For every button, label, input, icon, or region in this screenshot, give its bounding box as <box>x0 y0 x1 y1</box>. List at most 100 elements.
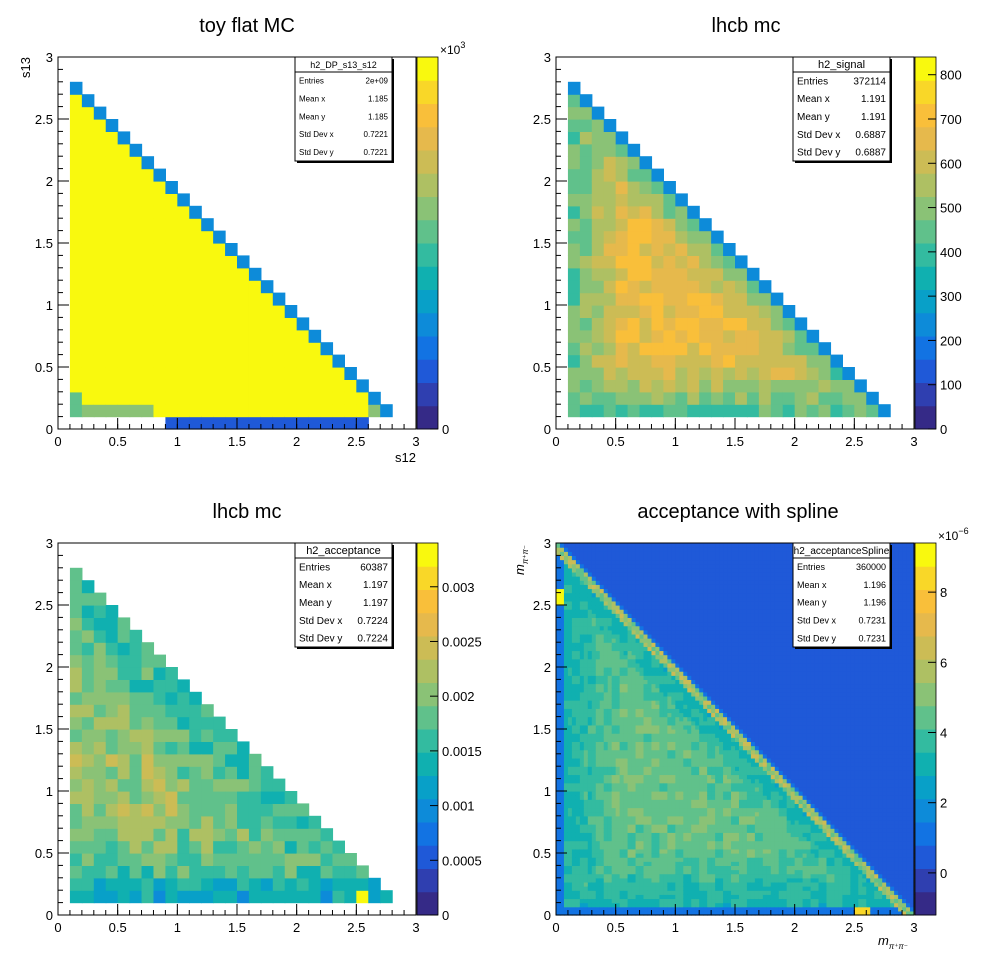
heatmap-cell <box>663 621 668 627</box>
heatmap-cell <box>667 543 672 548</box>
heatmap-cell <box>165 255 178 269</box>
heatmap-cell <box>237 379 250 393</box>
heatmap-cell <box>556 910 561 916</box>
heatmap-cell <box>687 592 692 598</box>
heatmap-cell <box>655 584 661 590</box>
heatmap-cell <box>567 902 573 908</box>
heatmap-cell <box>611 708 617 714</box>
heatmap-cell <box>117 865 131 879</box>
heatmap-cell <box>663 329 676 343</box>
heatmap-cell <box>567 667 573 672</box>
heatmap-cell <box>687 774 692 780</box>
heatmap-cell <box>659 853 664 858</box>
heatmap-cell <box>599 724 605 730</box>
heatmap-cell <box>627 555 633 561</box>
heatmap-cell <box>575 815 581 821</box>
heatmap-cell <box>683 906 688 912</box>
heatmap-cell <box>607 869 613 875</box>
heatmap-cell <box>647 894 653 900</box>
heatmap-cell <box>619 902 625 908</box>
heatmap-cell <box>619 712 625 718</box>
heatmap-cell <box>623 650 629 656</box>
heatmap-cell <box>699 873 704 879</box>
heatmap-cell <box>296 840 310 854</box>
heatmap-cell <box>260 865 274 879</box>
heatmap-cell <box>567 106 581 120</box>
heatmap-cell <box>177 791 190 804</box>
heatmap-cell <box>703 836 708 842</box>
heatmap-cell <box>587 894 593 900</box>
heatmap-cell <box>603 671 609 676</box>
heatmap-cell <box>591 749 597 755</box>
heatmap-cell <box>575 819 581 825</box>
heatmap-cell <box>81 729 95 742</box>
heatmap-cell <box>659 824 664 829</box>
heatmap-cell <box>639 243 653 256</box>
heatmap-cell <box>667 650 672 656</box>
heatmap-cell <box>583 803 589 809</box>
heatmap-cell <box>683 700 688 705</box>
heatmap-cell <box>611 646 617 652</box>
heatmap-cell <box>703 700 708 705</box>
heatmap-cell <box>81 704 95 718</box>
heatmap-cell <box>675 869 680 875</box>
heatmap-cell <box>563 819 569 825</box>
heatmap-cell <box>225 815 238 829</box>
heatmap-cell <box>699 836 704 842</box>
heatmap-cell <box>201 404 214 418</box>
heatmap-cell <box>619 720 625 726</box>
heatmap-cell <box>591 131 605 145</box>
heatmap-cell <box>556 708 561 714</box>
heatmap-cell <box>556 716 561 722</box>
heatmap-cell <box>655 658 661 664</box>
heatmap-cell <box>675 379 688 393</box>
heatmap-cell <box>651 671 657 676</box>
heatmap-cell <box>671 580 676 585</box>
heatmap-cell <box>627 181 641 194</box>
heatmap-cell <box>563 811 569 817</box>
heatmap-cell <box>165 704 178 718</box>
heatmap-cell <box>213 329 226 343</box>
heatmap-cell <box>201 267 214 281</box>
heatmap-cell <box>691 886 696 891</box>
heatmap-cell <box>651 218 664 232</box>
heatmap-cell <box>559 695 565 701</box>
heatmap-cell <box>153 741 166 755</box>
heatmap-cell <box>794 329 808 343</box>
heatmap-cell <box>683 778 688 784</box>
heatmap-cell <box>272 803 286 817</box>
heatmap-cell <box>571 638 577 643</box>
heatmap-cell <box>667 811 672 817</box>
heatmap-cell <box>579 671 585 676</box>
heatmap-cell <box>639 741 645 747</box>
heatmap-cell <box>643 716 649 722</box>
heatmap-cell <box>623 571 629 577</box>
panel3-axes: 0 0.5 1 1.5 2 2.5 300.511.522.53 <box>35 536 420 935</box>
heatmap-cell <box>635 811 641 817</box>
heatmap-cell <box>635 625 641 631</box>
heatmap-cell <box>611 811 617 817</box>
heatmap-cell <box>691 770 696 776</box>
heatmap-cell <box>591 613 597 618</box>
heatmap-cell <box>603 828 609 833</box>
heatmap-cell <box>691 704 696 709</box>
heatmap-cell <box>663 342 676 356</box>
heatmap-cell <box>703 807 708 813</box>
heatmap-cell <box>615 795 621 800</box>
heatmap-cell <box>687 819 692 825</box>
x-tick-label: 3 <box>412 920 419 935</box>
heatmap-cell <box>603 720 609 726</box>
heatmap-cell <box>93 230 107 244</box>
heatmap-cell <box>117 193 131 207</box>
heatmap-cell <box>579 791 585 796</box>
heatmap-cell <box>647 662 653 668</box>
heatmap-cell <box>595 832 601 838</box>
heatmap-cell <box>679 902 684 908</box>
heatmap-cell <box>567 181 581 194</box>
heatmap-cell <box>675 592 680 598</box>
heatmap-cell <box>587 609 593 614</box>
heatmap-cell <box>603 848 609 854</box>
heatmap-cell <box>675 613 680 618</box>
heatmap-cell <box>591 824 597 829</box>
